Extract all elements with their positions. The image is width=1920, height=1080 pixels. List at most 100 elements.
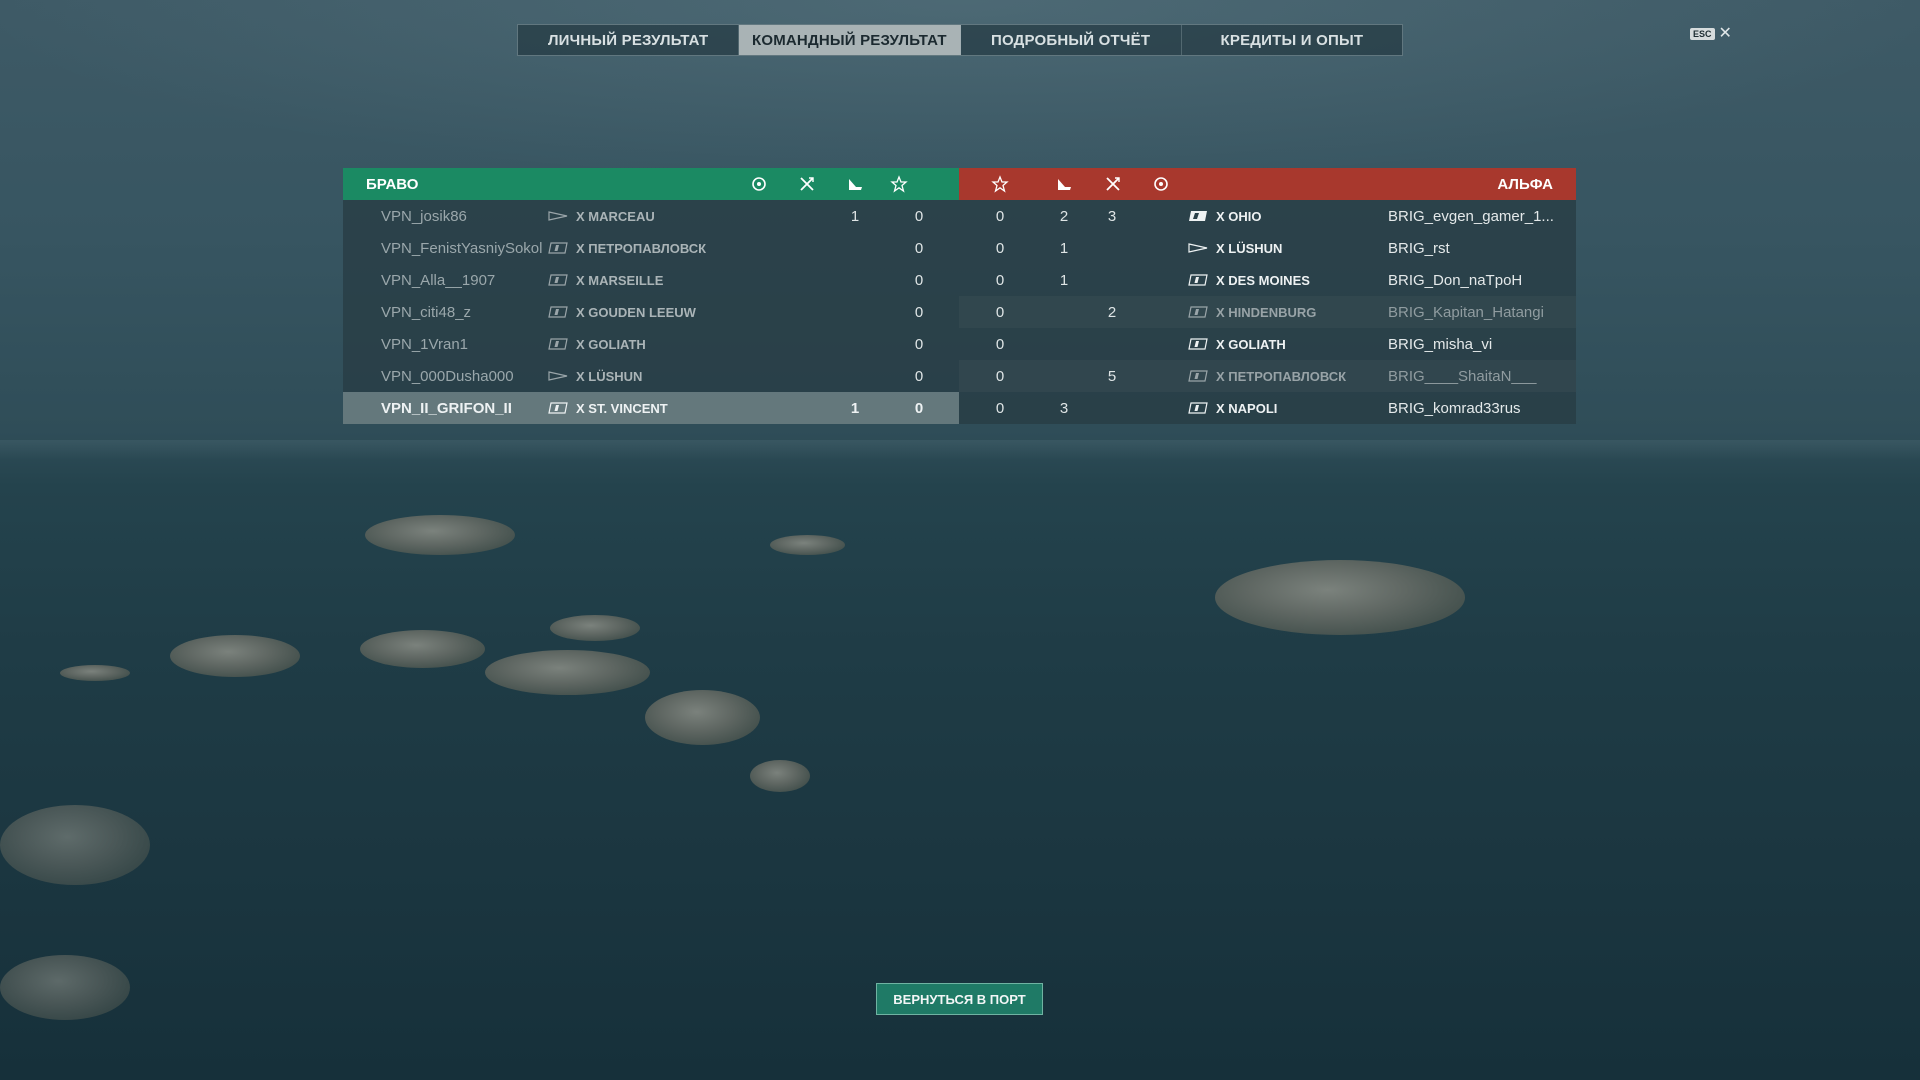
table-row[interactable]: 0 3 X NAPOLI BRIG_komrad33rus [959, 392, 1576, 424]
team-left-header: БРАВО [343, 168, 959, 200]
close-button[interactable]: ESC ✕ [1690, 25, 1732, 42]
player-name: BRIG_Kapitan_Hatangi [1388, 304, 1544, 321]
star-count: 0 [995, 272, 1005, 289]
island [1215, 560, 1465, 635]
star-icon [890, 175, 908, 193]
star-count: 0 [914, 272, 924, 289]
star-count: 0 [914, 240, 924, 257]
team-right-header: АЛЬФА [959, 168, 1576, 200]
star-count: 0 [995, 336, 1005, 353]
ship-name: X GOLIATH [1216, 337, 1286, 352]
tab-credits-experience[interactable]: КРЕДИТЫ И ОПЫТ [1220, 31, 1364, 49]
ship-name: X ПЕТРОПАВЛОВСК [1216, 369, 1347, 384]
island [550, 615, 640, 641]
tab-detailed-report[interactable]: ПОДРОБНЫЙ ОТЧЁТ [961, 25, 1182, 55]
table-row[interactable]: VPN_FenistYasniySokol X ПЕТРОПАВЛОВСК 0 [343, 232, 959, 264]
player-name: BRIG_rst [1388, 240, 1450, 257]
cruiser-class-icon [548, 242, 568, 254]
table-row[interactable]: 0 1 X LÜSHUN BRIG_rst [959, 232, 1576, 264]
base-capture-icon [1154, 177, 1168, 191]
table-row[interactable]: 0 2 X HINDENBURG BRIG_Kapitan_Hatangi [959, 296, 1576, 328]
table-row[interactable]: 0 X GOLIATH BRIG_misha_vi [959, 328, 1576, 360]
ship-name: X MARSEILLE [576, 273, 664, 288]
ships-destroyed-count: 1 [1059, 272, 1069, 289]
island [360, 630, 485, 668]
ships-destroyed-count: 1 [850, 400, 860, 417]
player-name: BRIG_Don_naTpoH [1388, 272, 1523, 289]
destroyer-class-icon [548, 211, 568, 221]
ship-name: X LÜSHUN [576, 369, 643, 384]
cruiser-class-icon [1188, 274, 1208, 286]
return-to-port-button[interactable]: ВЕРНУТЬСЯ В ПОРТ [876, 983, 1043, 1015]
island [170, 635, 300, 677]
island [645, 690, 760, 745]
ship-name: X ПЕТРОПАВЛОВСК [576, 241, 707, 256]
island [0, 805, 150, 885]
player-name: VPN_josik86 [381, 208, 467, 225]
team-results-table: БРАВО АЛЬФА VPN_josik86 X MARCEAU 1 0 VPN_Fe… [343, 168, 1576, 424]
cruiser-class-icon [548, 338, 568, 350]
ships-destroyed-icon [1058, 179, 1071, 190]
tab-personal-result[interactable]: ЛИЧНЫЙ РЕЗУЛЬТАТ [518, 25, 740, 55]
player-name: VPN_citi48_z [381, 304, 472, 321]
table-row[interactable]: VPN_000Dusha000 X LÜSHUN 0 [343, 360, 959, 392]
destroyer-class-icon [1188, 243, 1208, 253]
player-name: VPN_FenistYasniySokol [381, 240, 543, 257]
table-row[interactable]: 0 1 X DES MOINES BRIG_Don_naTpoH [959, 264, 1576, 296]
star-count: 0 [914, 304, 924, 321]
star-count: 0 [914, 208, 924, 225]
cruiser-class-icon [1188, 338, 1208, 350]
ships-destroyed-count: 1 [850, 208, 860, 225]
island [770, 535, 845, 555]
star-count: 0 [914, 368, 924, 385]
tab-team-result[interactable]: КОМАНДНЫЙ РЕЗУЛЬТАТ [739, 25, 961, 55]
team-left-rows: VPN_josik86 X MARCEAU 1 0 VPN_FenistYasniySo… [343, 200, 959, 424]
ships-destroyed-count: 1 [1059, 240, 1069, 257]
ship-name: X GOLIATH [576, 337, 646, 352]
table-row[interactable]: VPN_josik86 X MARCEAU 1 0 [343, 200, 959, 232]
ship-name: X DES MOINES [1216, 273, 1310, 288]
star-count: 0 [914, 400, 924, 417]
cruiser-class-icon [548, 402, 568, 414]
island [485, 650, 650, 695]
table-body: VPN_josik86 X MARCEAU 1 0 VPN_FenistYasniySo… [343, 200, 1576, 424]
cruiser-class-icon [1188, 370, 1208, 382]
team-left-name: БРАВО [366, 176, 419, 193]
table-row[interactable]: VPN_Alla__1907 X MARSEILLE 0 [343, 264, 959, 296]
cruiser-class-icon [548, 306, 568, 318]
ship-name: X HINDENBURG [1216, 305, 1317, 320]
result-tabs: ЛИЧНЫЙ РЕЗУЛЬТАТ КОМАНДНЫЙ РЕЗУЛЬТАТ ПОД… [517, 24, 1403, 56]
destroyer-class-icon [548, 371, 568, 381]
table-header: БРАВО АЛЬФА [343, 168, 1576, 200]
planes-count: 5 [1107, 368, 1117, 385]
star-count: 0 [995, 400, 1005, 417]
battleship-class-icon [1189, 211, 1207, 221]
ship-name: X GOUDEN LEEUW [576, 305, 696, 320]
planes-icon [800, 177, 814, 191]
player-name: BRIG____ShaitaN___ [1388, 368, 1537, 385]
horizon [0, 440, 1920, 460]
close-icon: ✕ [1718, 25, 1732, 42]
table-row[interactable]: VPN_citi48_z X GOUDEN LEEUW 0 [343, 296, 959, 328]
planes-count: 3 [1107, 208, 1117, 225]
team-right-name: АЛЬФА [1497, 176, 1553, 193]
table-row[interactable]: 0 2 3 X OHIO BRIG_evgen_gamer_1... [959, 200, 1576, 232]
table-row[interactable]: VPN_II_GRIFON_II X ST. VINCENT 1 0 [343, 392, 959, 424]
player-name: VPN_Alla__1907 [381, 272, 496, 289]
cruiser-class-icon [548, 274, 568, 286]
player-name: VPN_000Dusha000 [381, 368, 514, 385]
star-count: 0 [995, 304, 1005, 321]
star-count: 0 [995, 368, 1005, 385]
player-name: BRIG_evgen_gamer_1... [1388, 208, 1554, 225]
ship-name: X MARCEAU [576, 209, 655, 224]
cruiser-class-icon [1188, 402, 1208, 414]
island [0, 955, 130, 1020]
island [365, 515, 515, 555]
island [60, 665, 130, 681]
player-name: BRIG_misha_vi [1388, 336, 1493, 353]
planes-icon [1106, 177, 1120, 191]
table-row[interactable]: VPN_1Vran1 X GOLIATH 0 [343, 328, 959, 360]
table-row[interactable]: 0 5 X ПЕТРОПАВЛОВСК BRIG____ShaitaN___ [959, 360, 1576, 392]
base-capture-icon [752, 177, 766, 191]
ships-destroyed-count: 3 [1059, 400, 1069, 417]
